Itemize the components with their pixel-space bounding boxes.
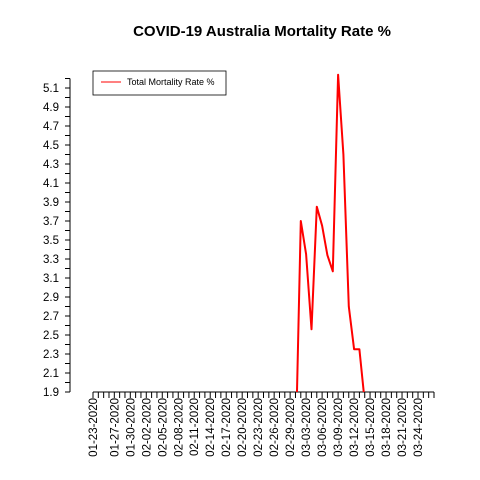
y-tick-label: 4.9 bbox=[43, 102, 59, 114]
x-tick-label: 03-15-2020 bbox=[365, 398, 377, 457]
x-tick-label: 01-27-2020 bbox=[109, 398, 121, 457]
x-axis: 01-23-2020 01-27-2020 01-30-2020 02-02-2020… bbox=[88, 391, 435, 457]
x-tick-label: 02-29-2020 bbox=[285, 398, 297, 457]
legend: Total Mortality Rate % bbox=[92, 70, 227, 96]
y-tick-label: 2.7 bbox=[43, 311, 59, 323]
x-tick-label: 01-30-2020 bbox=[125, 398, 137, 457]
x-tick-label: 03-03-2020 bbox=[301, 398, 313, 457]
x-tick-label: 03-06-2020 bbox=[317, 398, 329, 457]
x-tick-label: 02-23-2020 bbox=[253, 398, 265, 457]
y-tick-label: 4.1 bbox=[43, 178, 59, 190]
x-tick-label: 02-14-2020 bbox=[205, 398, 217, 457]
x-tick-label: 02-11-2020 bbox=[189, 398, 201, 456]
x-tick-label: 03-24-2020 bbox=[413, 398, 425, 457]
x-tick-label: 02-05-2020 bbox=[157, 398, 169, 457]
x-tick-label: 02-26-2020 bbox=[269, 398, 281, 457]
y-axis: 1.9 2.1 2.3 2.5 2.7 2.9 3.1 3.3 3.5 3.7 3.9 4.1 4.3 4… bbox=[43, 78, 71, 399]
y-tick-label: 3.9 bbox=[43, 197, 59, 209]
y-tick-label: 4.5 bbox=[43, 140, 59, 152]
x-tick-label: 02-08-2020 bbox=[173, 398, 185, 457]
x-tick-label: 03-12-2020 bbox=[349, 398, 361, 457]
y-tick-label: 2.5 bbox=[43, 330, 59, 342]
y-tick-label: 4.3 bbox=[43, 159, 59, 171]
y-tick-label: 5.1 bbox=[43, 83, 59, 95]
y-tick-label: 2.3 bbox=[43, 349, 59, 361]
chart-title: COVID-19 Australia Mortality Rate % bbox=[133, 23, 391, 40]
y-tick-label: 1.9 bbox=[43, 387, 59, 399]
x-tick-label: 03-21-2020 bbox=[397, 398, 409, 457]
x-tick-label: 02-17-2020 bbox=[221, 398, 233, 457]
plot-area bbox=[295, 73, 365, 392]
y-tick-label: 2.9 bbox=[43, 292, 59, 304]
y-tick-label: 3.3 bbox=[43, 254, 59, 266]
y-tick-label: 3.1 bbox=[43, 273, 59, 285]
y-tick-label: 3.5 bbox=[43, 235, 59, 247]
y-tick-label: 2.1 bbox=[43, 368, 59, 380]
y-tick-label: 4.7 bbox=[43, 121, 59, 133]
x-tick-label: 02-02-2020 bbox=[141, 398, 153, 457]
x-tick-label: 03-09-2020 bbox=[333, 398, 345, 457]
x-tick-label: 01-23-2020 bbox=[88, 398, 100, 457]
legend-box bbox=[92, 70, 227, 96]
series-line bbox=[295, 73, 365, 392]
x-tick-label: 02-20-2020 bbox=[237, 398, 249, 457]
legend-label: Total Mortality Rate % bbox=[127, 77, 215, 87]
y-tick-label: 3.7 bbox=[43, 216, 59, 228]
x-tick-label: 03-18-2020 bbox=[381, 398, 393, 457]
